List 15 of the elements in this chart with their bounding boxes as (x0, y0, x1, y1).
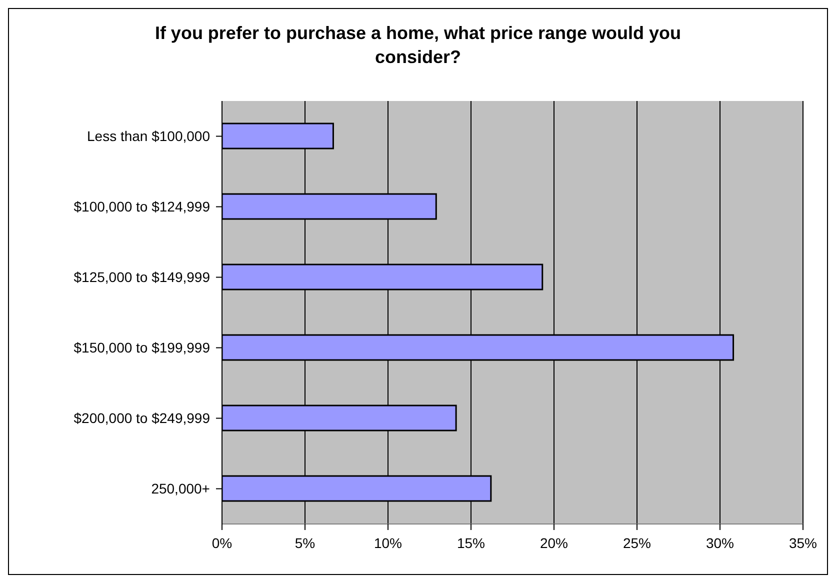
y-tick-label: $200,000 to $249,999 (74, 410, 210, 426)
x-tick-label: 20% (540, 534, 568, 551)
x-tick-label: 35% (788, 534, 818, 551)
x-tick-label: 5% (294, 534, 316, 551)
y-tick-label: $150,000 to $199,999 (74, 340, 210, 356)
y-tick-label: $125,000 to $149,999 (74, 269, 210, 286)
x-tick-label: 0% (212, 534, 232, 551)
x-tick-label: 25% (622, 534, 652, 551)
chart-title: If you prefer to purchase a home, what price range would you consider? (154, 22, 682, 69)
y-tick-label: $100,000 to $124,999 (74, 198, 210, 215)
y-tick-label: 250,000+ (151, 480, 210, 497)
x-tick-label: 15% (456, 534, 486, 551)
y-tick-label: Less than $100,000 (87, 128, 210, 144)
x-tick-label: 10% (374, 534, 402, 551)
x-tick-label: 30% (706, 534, 734, 551)
